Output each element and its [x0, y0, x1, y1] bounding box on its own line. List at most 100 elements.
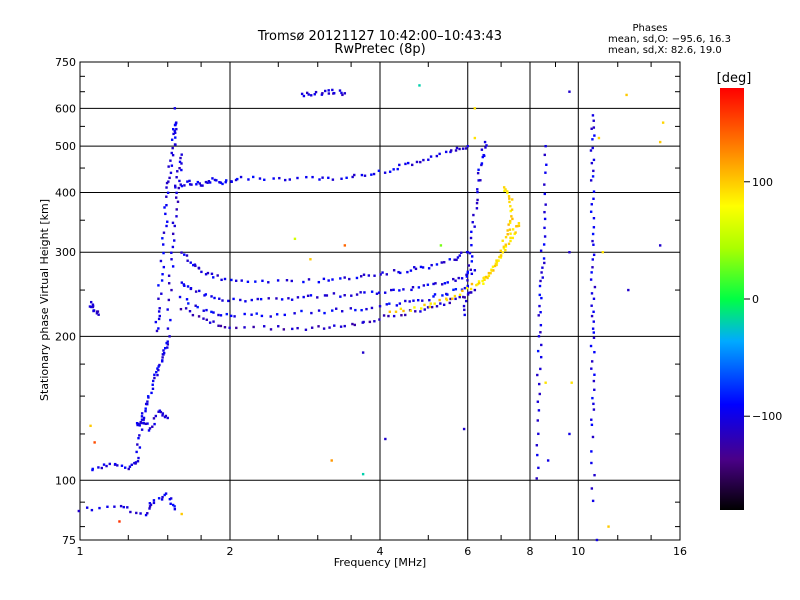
echo-point [333, 91, 336, 95]
echo-point [178, 179, 181, 183]
y-axis-label: Stationary phase Virtual Height [km] [38, 199, 51, 401]
echo-point [327, 92, 331, 95]
colorbar: [deg] 100 0 −100 [717, 71, 782, 510]
echo-point [592, 320, 595, 323]
echo-point [439, 302, 442, 305]
echo-point [218, 297, 221, 300]
data-points [77, 84, 665, 542]
echo-point [140, 415, 144, 418]
echo-point [163, 415, 167, 419]
echo-point [508, 200, 511, 204]
echo-point [259, 297, 263, 301]
echo-point [236, 177, 239, 181]
echo-point [542, 243, 546, 246]
echo-point [187, 302, 190, 305]
echo-point [467, 291, 470, 295]
echo-point [499, 249, 502, 252]
echo-point [118, 520, 121, 523]
echo-point [316, 296, 319, 299]
echo-point [592, 408, 596, 411]
echo-point [373, 320, 376, 323]
echo-point [180, 281, 184, 284]
echo-point [168, 335, 171, 338]
echo-point [481, 155, 484, 159]
echo-point [470, 243, 473, 247]
echo-point [537, 432, 540, 436]
echo-point [591, 327, 595, 330]
echo-point [157, 297, 160, 300]
echo-point [362, 320, 365, 324]
echo-point [593, 373, 596, 376]
echo-point [507, 242, 511, 245]
echo-point [146, 422, 149, 425]
echo-point [146, 400, 149, 403]
echo-point [508, 197, 511, 200]
echo-point [90, 508, 94, 512]
echo-point [160, 279, 164, 282]
echo-point [234, 178, 238, 182]
echo-point [180, 168, 183, 172]
echo-point [202, 317, 205, 320]
echo-point [162, 349, 165, 352]
echo-point [349, 307, 353, 310]
echo-point [460, 277, 464, 280]
echo-point [592, 243, 595, 246]
echo-point [177, 186, 180, 190]
echo-point [166, 343, 170, 346]
echo-point [407, 161, 410, 165]
echo-point [246, 280, 250, 284]
echo-point [441, 294, 444, 297]
echo-point [240, 279, 243, 282]
echo-point [592, 217, 596, 220]
echo-point [535, 477, 538, 480]
echo-point [169, 318, 172, 322]
echo-point [506, 191, 509, 195]
echo-point [466, 271, 469, 275]
echo-point [477, 281, 481, 285]
echo-point [463, 313, 466, 317]
echo-point [591, 232, 595, 236]
echo-point [194, 290, 198, 293]
echo-point [173, 107, 177, 110]
echo-point [96, 310, 100, 313]
echo-point [162, 243, 165, 246]
echo-point [538, 304, 541, 308]
echo-point [590, 423, 594, 427]
echo-point [491, 265, 495, 268]
echo-point [466, 279, 469, 282]
echo-point [293, 312, 296, 315]
echo-point [590, 367, 593, 370]
echo-point [170, 288, 173, 292]
echo-point [161, 359, 164, 362]
echo-point [275, 297, 278, 300]
echo-point [538, 392, 541, 396]
echo-point [158, 409, 161, 412]
echo-point [142, 416, 146, 420]
echo-point [158, 363, 161, 367]
echo-point [445, 298, 449, 302]
echo-point [392, 288, 395, 292]
echo-point [184, 307, 188, 310]
echo-point [276, 279, 280, 282]
echo-point [140, 428, 144, 431]
echo-point [153, 373, 156, 377]
echo-point [144, 422, 148, 426]
x-tick-label: 4 [377, 545, 384, 558]
echo-point [328, 326, 331, 329]
echo-point [568, 90, 571, 93]
colorbar-tick-label: −100 [752, 410, 782, 423]
echo-point [590, 314, 594, 318]
echo-point [421, 266, 425, 269]
echo-point [165, 195, 168, 198]
echo-point [208, 321, 212, 324]
echo-point [188, 310, 192, 313]
echo-point [190, 183, 193, 186]
echo-point [370, 290, 374, 293]
echo-point [288, 178, 291, 181]
echo-point [302, 94, 306, 98]
echo-point [597, 136, 601, 140]
echo-point [168, 497, 172, 501]
echo-point [216, 274, 219, 277]
echo-point [480, 163, 483, 167]
echo-point [291, 327, 294, 331]
